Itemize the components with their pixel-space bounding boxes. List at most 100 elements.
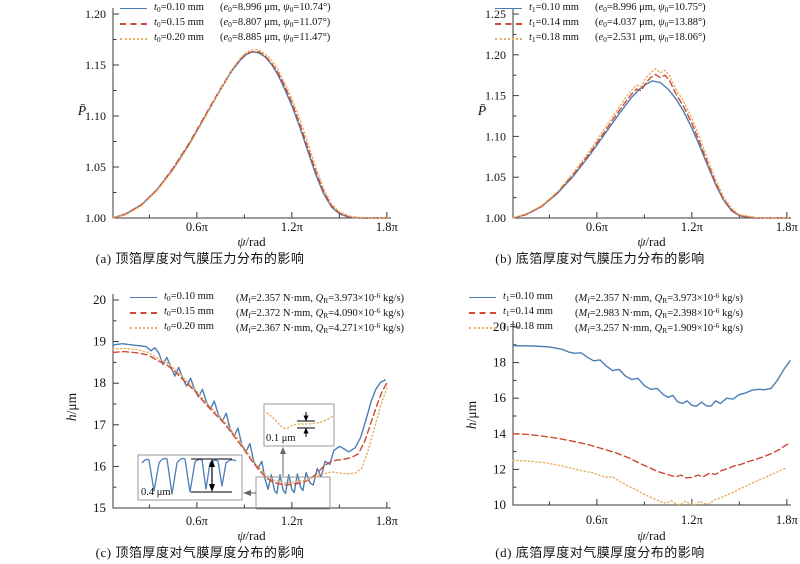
inset-curve-blue [141,457,237,495]
legend-label: t1=0.10 mm [529,2,579,14]
series-line-0 [512,345,791,407]
y-tick-label: 15 [93,500,106,515]
panel-b: 1.00 1.05 1.10 1.15 1.20 1.25 0.6π 1.2π 1.8π t1=… [400,0,800,282]
series-line-1 [512,73,791,219]
panel-caption: (c) 顶箔厚度对气膜厚度分布的影响 [95,545,305,560]
y-axis-label: h/μm [64,392,79,422]
chart-a-plot: 1.00 1.05 1.10 1.15 1.20 0.6π 1.2π 1.8π [85,7,399,234]
y-tick-label: 1.10 [85,109,106,123]
legend-info: (e0=2.531 μm, ψ0=18.06°) [595,32,706,44]
y-axis-label: P̄ [477,103,487,118]
legend-label: t0=0.10 mm [164,291,214,303]
x-tick-label: 1.8π [376,514,399,528]
x-axis-label: ψ/rad [637,528,666,543]
legend-dotted-line-swatch [495,37,522,40]
x-axis-label: ψ/rad [637,234,666,249]
legend-label: t0=0.10 mm [154,2,204,14]
panel-d: 10 12 14 16 18 20 0.6π 1.2π 1.8π t1=0.10 mm (Mf=2… [400,282,800,564]
panel-c: 15 16 17 18 19 20 0.6π 1.2π 1.8π 0.4 μm 0.1 μm t0=… [0,282,404,564]
x-tick-label: 1.8π [776,220,799,234]
chart-b-plot: 1.00 1.05 1.10 1.15 1.20 1.25 0.6π 1.2π 1.8π [485,7,798,234]
legend-solid-line-swatch [130,297,157,298]
y-tick-label: 1.20 [485,48,506,62]
y-tick-label: 1.05 [485,170,506,184]
legend-info: (Mf=2.983 N·mm, QR=2.398×10-6 kg/s) [575,305,744,320]
legend-dashed-line-swatch [495,22,522,25]
legend-dashed-line-swatch [130,311,157,314]
panel-caption: (b) 底箔厚度对气膜压力分布的影响 [495,251,705,266]
legend-dashed-line-swatch [469,311,496,314]
legend-item: t1=0.14 mm (Mf=2.983 N·mm, QR=2.398×10-6 … [469,305,743,320]
inset-box-detail-top [263,403,335,447]
legend-label: t1=0.14 mm [503,306,553,318]
legend-label: t0=0.15 mm [154,17,204,29]
x-tick-label: 1.8π [376,220,399,234]
x-axis-label: ψ/rad [237,234,266,249]
legend-info: (e0=8.996 μm, ψ0=10.75°) [595,2,706,14]
legend-dotted-line-swatch [130,326,157,329]
y-tick-label: 20 [93,292,106,307]
series-line-1 [112,350,388,486]
y-tick-label: 18 [93,375,106,390]
chart-c-plot: 15 16 17 18 19 20 0.6π 1.2π 1.8π 0.4 μm 0.1 μm [93,292,398,528]
series-line-2 [112,347,388,484]
dimension-arrowhead-down [209,484,215,492]
x-axis-label: ψ/rad [237,528,266,543]
tick-labels: 1.00 1.05 1.10 1.15 1.20 1.25 0.6π 1.2π 1.8π [485,7,798,234]
y-tick-label: 19 [93,334,106,349]
x-tick-label: 0.6π [586,220,609,234]
y-tick-label: 1.15 [485,89,506,103]
legend-label: t0=0.15 mm [164,306,214,318]
legend-label: t1=0.10 mm [503,291,553,303]
legend-label: t1=0.14 mm [529,17,579,29]
y-axis-label: h/μm [464,400,479,430]
y-tick-label: 16 [93,458,107,473]
legend-item: t0=0.10 mm (e0=8.996 μm, ψ0=10.74°) [120,1,331,16]
legend-label: t1=0.18 mm [529,32,579,44]
legend-info: (Mf=2.372 N·mm, QR=4.090×10-6 kg/s) [236,305,405,320]
legend-solid-line-swatch [469,297,496,298]
y-tick-label: 16 [493,390,507,405]
series-line-1 [112,51,391,219]
connector-arrowhead-left [243,490,251,496]
dimension-arrowhead-up [209,459,215,467]
legend-info: (e0=8.807 μm, ψ0=11.07°) [220,17,331,29]
y-tick-label: 1.05 [85,160,106,174]
legend-info: (Mf=2.357 N·mm, QR=3.973×10-6 kg/s) [575,290,744,305]
x-tick-label: 1.2π [681,220,704,234]
series-line-2 [512,459,788,506]
legend-solid-line-swatch [120,8,147,9]
connector-arrowhead-up [280,447,286,454]
panel-caption: (d) 底箔厚度对气膜厚度分布的影响 [495,545,705,560]
legend-item: t1=0.10 mm (e0=8.996 μm, ψ0=10.75°) [495,1,706,16]
legend-item: t0=0.15 mm (e0=8.807 μm, ψ0=11.07°) [120,16,331,31]
x-tick-label: 1.2π [281,220,304,234]
legend-item: t0=0.15 mm (Mf=2.372 N·mm, QR=4.090×10-6 … [130,305,404,320]
legend-info: (Mf=2.367 N·mm, QR=4.271×10-6 kg/s) [236,320,405,335]
inset-dimension-label: 0.4 μm [141,487,171,498]
y-tick-label: 1.25 [485,7,506,21]
legend-c: t0=0.10 mm (Mf=2.357 N·mm, QR=3.973×10-6 … [130,290,404,335]
y-tick-label: 14 [493,426,507,441]
legend-dashed-line-swatch [120,22,147,25]
y-tick-label: 12 [493,461,506,476]
panel-caption: (a) 顶箔厚度对气膜压力分布的影响 [95,251,305,266]
dimension-arrowhead-up [303,427,309,434]
legend-item: t0=0.10 mm (Mf=2.357 N·mm, QR=3.973×10-6 … [130,290,404,305]
tick-labels: 15 16 17 18 19 20 0.6π 1.2π 1.8π [93,292,398,528]
y-tick-label: 10 [493,497,506,512]
legend-item: t1=0.10 mm (Mf=2.357 N·mm, QR=3.973×10-6 … [469,290,743,305]
y-tick-label: 1.15 [85,58,106,72]
legend-info: (e0=4.037 μm, ψ0=13.88°) [595,17,706,29]
y-tick-label: 1.00 [485,211,506,225]
legend-label: t0=0.20 mm [154,32,204,44]
y-tick-label: 1.00 [85,211,106,225]
legend-item: t1=0.14 mm (e0=4.037 μm, ψ0=13.88°) [495,16,706,31]
legend-info: (e0=8.885 μm, ψ0=11.47°) [220,32,331,44]
chart-d-plot: 10 12 14 16 18 20 0.6π 1.2π 1.8π [493,319,798,527]
y-axis-label: P̄ [77,103,87,118]
legend-label: t0=0.20 mm [164,321,214,333]
x-tick-label: 0.6π [186,220,209,234]
panel-a: 1.00 1.05 1.10 1.15 1.20 0.6π 1.2π 1.8π t0=0.10… [0,0,400,282]
legend-item: t1=0.18 mm (Mf=3.257 N·mm, QR=1.909×10-6 … [469,320,743,335]
